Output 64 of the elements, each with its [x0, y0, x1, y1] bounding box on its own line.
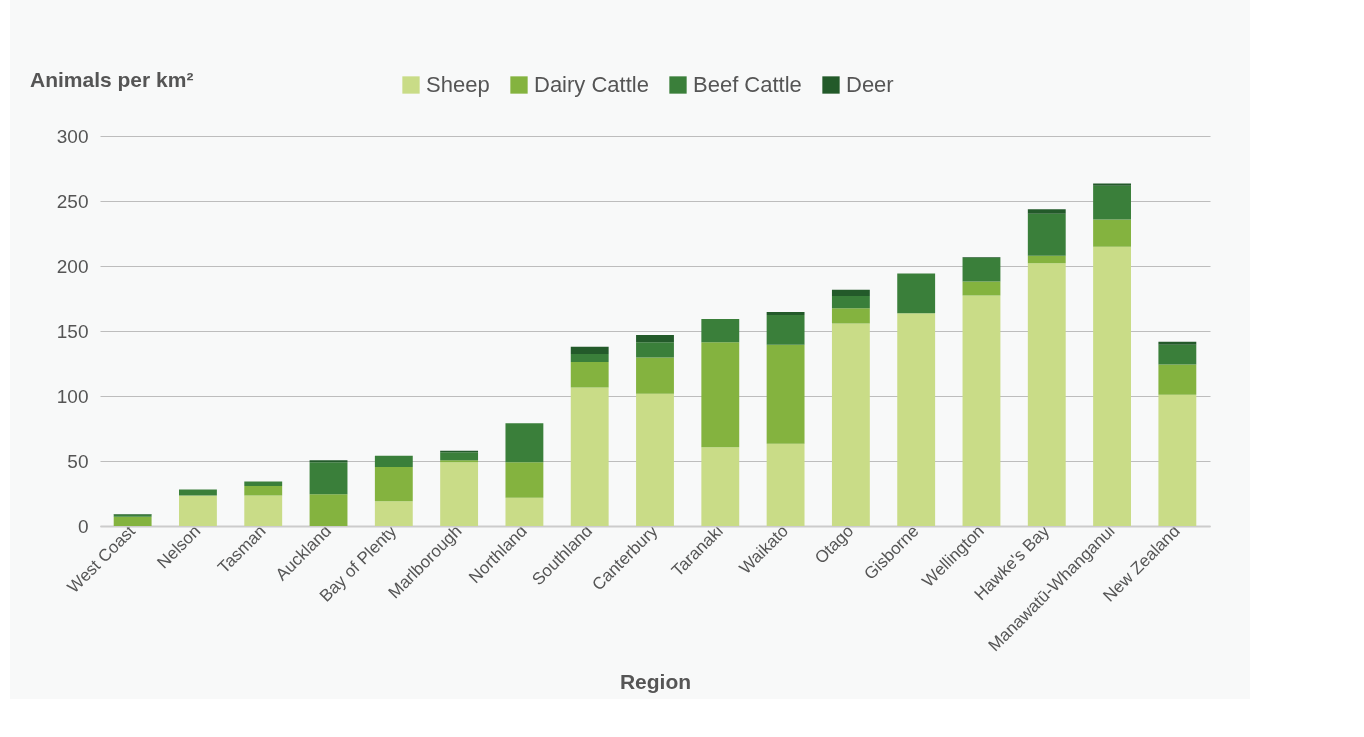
bar [570, 353, 609, 363]
y-tick-label: 50 [67, 450, 89, 472]
bar [505, 462, 544, 498]
bar [831, 289, 870, 296]
bar [831, 295, 870, 309]
bar [636, 393, 674, 526]
bar [244, 485, 283, 496]
y-tick-label: 300 [56, 125, 89, 147]
bar [1158, 341, 1197, 345]
bar [1093, 219, 1131, 247]
bar [636, 335, 674, 343]
bar [701, 342, 740, 448]
bar [570, 387, 609, 526]
bar [831, 308, 870, 324]
y-axis-title: Animals per km² [30, 68, 194, 91]
bar [1093, 185, 1131, 220]
bar [766, 311, 805, 316]
y-tick-label: 250 [56, 190, 89, 212]
bar [897, 273, 936, 314]
legend-label: Deer [846, 72, 894, 97]
bar [1093, 246, 1131, 526]
bar [374, 467, 413, 502]
y-tick-label: 0 [77, 515, 89, 537]
bar [766, 344, 805, 444]
bar [1158, 364, 1197, 395]
legend-label: Beef Cattle [693, 72, 802, 97]
bar [1093, 183, 1131, 186]
legend-label: Dairy Cattle [534, 72, 649, 97]
bar [701, 447, 740, 526]
bar [831, 323, 870, 526]
bar [636, 357, 674, 394]
y-tick-label: 200 [56, 255, 89, 277]
bar [766, 315, 805, 345]
bar [309, 462, 348, 495]
y-tick-label: 150 [56, 320, 89, 342]
bar [244, 481, 283, 486]
bar [113, 516, 152, 526]
bar [179, 495, 217, 526]
bar [505, 423, 544, 463]
bar [505, 497, 544, 526]
bar [309, 494, 348, 526]
bar [962, 295, 1001, 526]
bar [1027, 255, 1066, 264]
bar [962, 281, 1001, 296]
bar [636, 342, 674, 358]
legend-label: Sheep [426, 72, 490, 97]
bar [570, 362, 609, 388]
bar [766, 443, 805, 526]
bar [440, 452, 479, 461]
bar [374, 455, 413, 468]
bar [1027, 209, 1066, 214]
bar [1027, 263, 1066, 526]
bar [244, 495, 283, 526]
bar [962, 257, 1001, 282]
y-tick-label: 100 [56, 385, 89, 407]
bar [701, 318, 740, 343]
bar [570, 346, 609, 354]
bar [1027, 213, 1066, 256]
bar [440, 462, 479, 526]
bar [897, 313, 936, 526]
x-axis-title: Region [619, 670, 692, 694]
bar [1158, 394, 1197, 526]
bar [374, 501, 413, 526]
bar [1158, 344, 1197, 365]
